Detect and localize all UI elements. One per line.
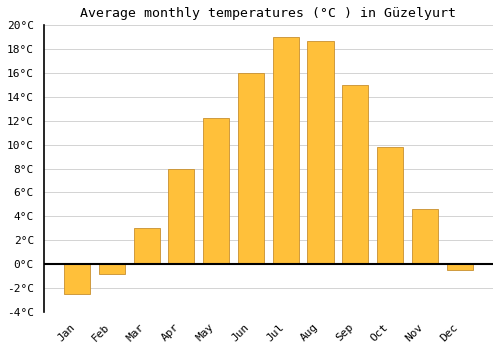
Bar — [64, 264, 90, 294]
Bar — [134, 228, 160, 264]
Bar — [377, 147, 403, 264]
Bar — [272, 37, 299, 264]
Bar — [446, 264, 472, 270]
Bar — [308, 41, 334, 264]
Title: Average monthly temperatures (°C ) in Güzelyurt: Average monthly temperatures (°C ) in Gü… — [80, 7, 456, 20]
Bar — [203, 118, 229, 264]
Bar — [238, 73, 264, 264]
Bar — [412, 209, 438, 264]
Bar — [342, 85, 368, 264]
Bar — [168, 169, 194, 264]
Bar — [99, 264, 125, 274]
